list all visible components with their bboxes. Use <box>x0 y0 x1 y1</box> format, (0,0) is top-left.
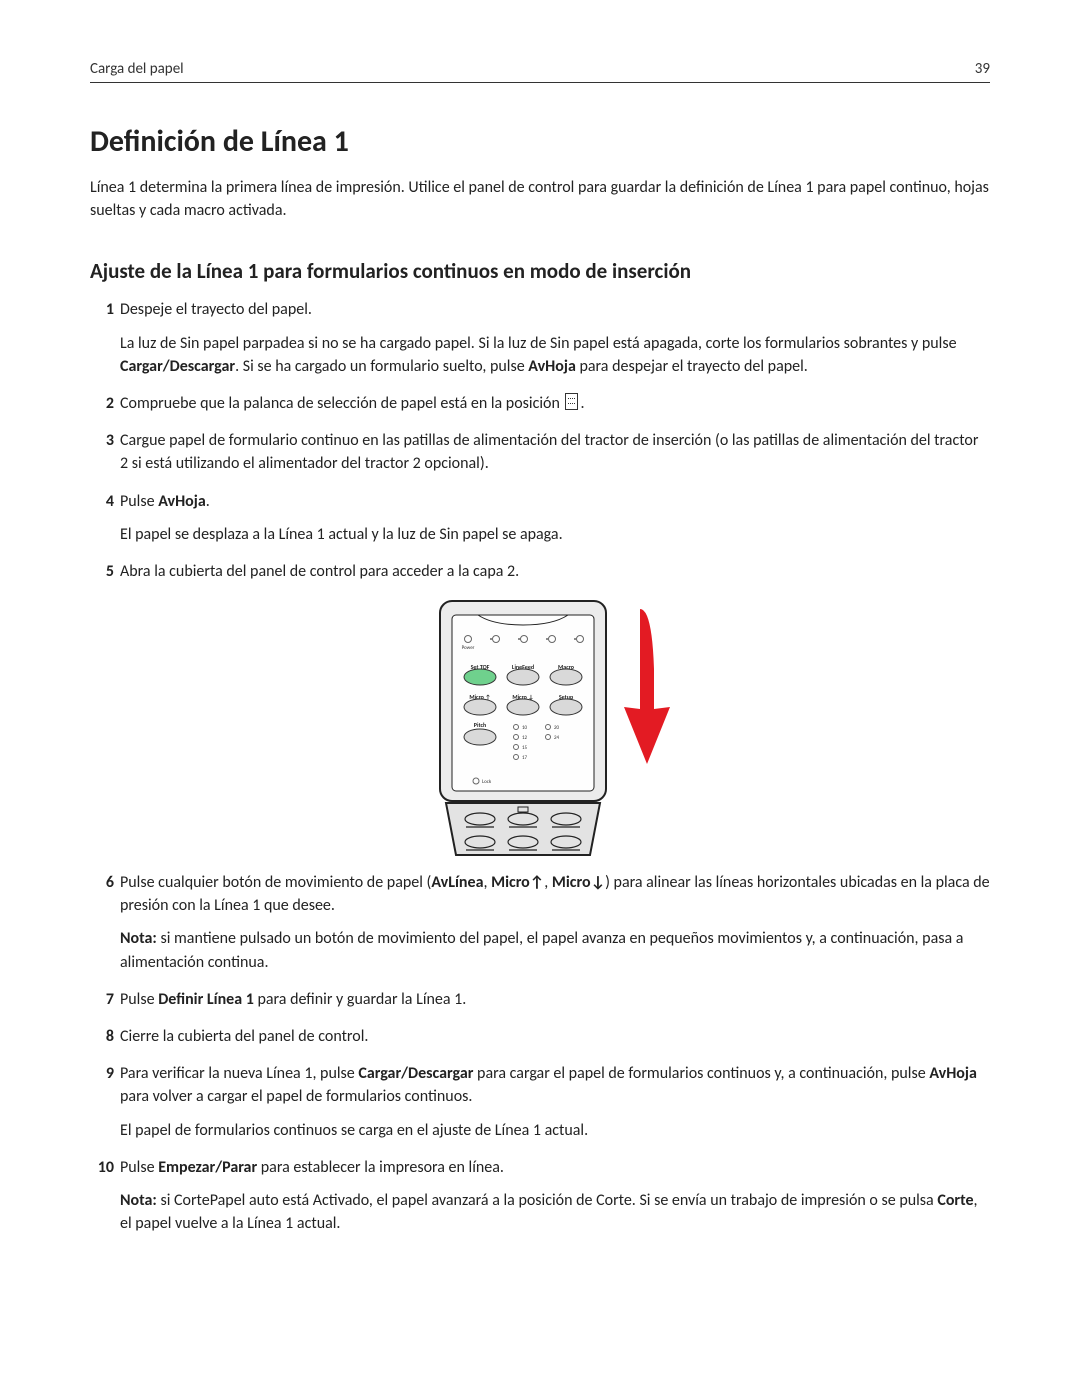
svg-text:17: 17 <box>522 755 528 761</box>
down-arrow-icon <box>622 599 672 769</box>
page-header: Carga del papel 39 <box>90 60 990 83</box>
svg-text:15: 15 <box>522 745 528 751</box>
up-arrow-icon: ↑ <box>530 873 544 892</box>
step-4-detail: El papel se desplaza a la Línea 1 actual… <box>120 523 990 546</box>
svg-text:Lock: Lock <box>482 779 492 785</box>
step-2: Compruebe que la palanca de selección de… <box>90 392 990 415</box>
page-title: Definición de Línea 1 <box>90 123 990 160</box>
step-10: Pulse Empezar/Parar para establecer la i… <box>90 1156 990 1236</box>
step-10-note: Nota: si CortePapel auto está Activado, … <box>120 1189 990 1235</box>
svg-text:20: 20 <box>554 725 560 731</box>
step-6-note: Nota: si mantiene pulsado un botón de mo… <box>120 927 990 973</box>
svg-text:24: 24 <box>554 735 560 741</box>
step-1: Despeje el trayecto del papel. La luz de… <box>90 298 990 378</box>
step-4: Pulse AvHoja. El papel se desplaza a la … <box>90 490 990 546</box>
header-section: Carga del papel <box>90 60 184 78</box>
step-8: Cierre la cubierta del panel de control. <box>90 1025 990 1048</box>
step-6: Pulse cualquier botón de movimiento de p… <box>90 871 990 974</box>
svg-text:10: 10 <box>522 725 528 731</box>
step-5: Abra la cubierta del panel de control pa… <box>90 560 990 857</box>
control-panel-diagram: PowerSet TOFLineFeedMacroMicro ↑Micro ↓S… <box>438 599 608 857</box>
step-1-detail: La luz de Sin papel parpadea si no se ha… <box>120 332 990 378</box>
step-3: Cargue papel de formulario continuo en l… <box>90 429 990 475</box>
section-heading: Ajuste de la Línea 1 para formularios co… <box>90 258 990 284</box>
step-7: Pulse Definir Línea 1 para definir y gua… <box>90 988 990 1011</box>
control-panel-figure: PowerSet TOFLineFeedMacroMicro ↑Micro ↓S… <box>120 599 990 857</box>
intro-paragraph: Línea 1 determina la primera línea de im… <box>90 176 990 222</box>
step-9: Para verificar la nueva Línea 1, pulse C… <box>90 1062 990 1142</box>
svg-text:12: 12 <box>522 735 528 741</box>
down-arrow-icon: ↓ <box>591 873 605 892</box>
steps-list: Despeje el trayecto del papel. La luz de… <box>90 298 990 1235</box>
svg-text:Power: Power <box>462 645 475 651</box>
continuous-paper-icon <box>565 393 578 410</box>
step-1-text: Despeje el trayecto del papel. <box>120 300 312 319</box>
svg-text:Pitch: Pitch <box>474 721 486 729</box>
header-page-number: 39 <box>975 60 990 78</box>
step-9-detail: El papel de formularios continuos se car… <box>120 1119 990 1142</box>
